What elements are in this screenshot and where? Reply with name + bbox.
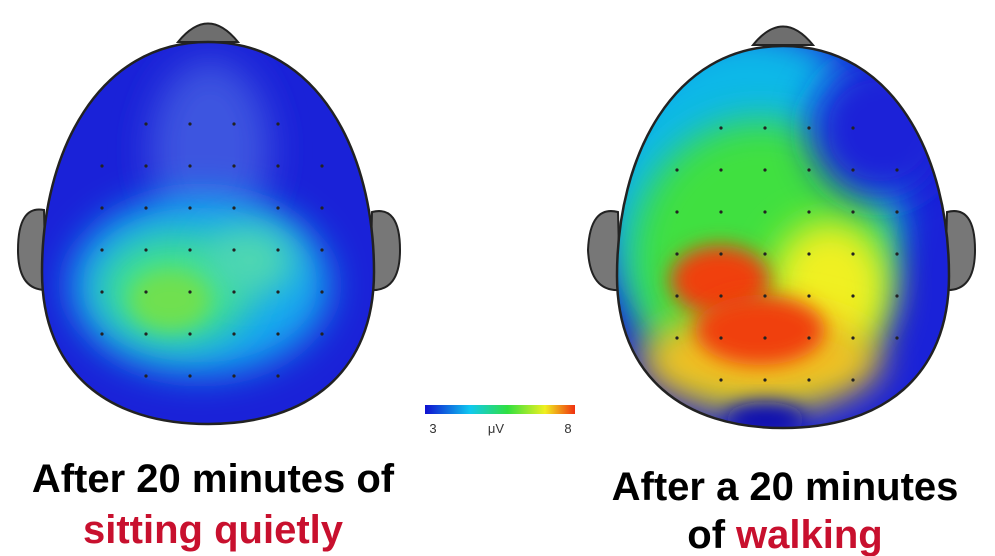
electrode [763,378,766,381]
left-caption-line1: After 20 minutes of [32,457,395,501]
electrode [320,206,323,209]
left-caption-line2: sitting quietly [83,508,344,552]
electrode [807,294,810,297]
electrode [675,210,678,213]
electrode [807,378,810,381]
electrode [144,374,147,377]
electrode [675,168,678,171]
electrode [763,336,766,339]
electrode [232,374,235,377]
electrode [851,168,854,171]
electrode [276,248,279,251]
electrode [895,294,898,297]
electrode [719,168,722,171]
electrode [851,210,854,213]
colorbar-unit: μV [488,421,504,436]
electrode [807,168,810,171]
electrode [188,248,191,251]
electrode [188,290,191,293]
electrode [100,248,103,251]
electrode [144,122,147,125]
electrode [276,122,279,125]
electrode [276,332,279,335]
caption-highlight: walking [735,513,883,556]
electrode [100,290,103,293]
electrode [276,164,279,167]
electrode [895,168,898,171]
electrode [895,210,898,213]
electrode [144,206,147,209]
electrode [719,252,722,255]
electrode [100,206,103,209]
electrode [144,332,147,335]
electrode [188,206,191,209]
electrode [320,290,323,293]
electrode [675,252,678,255]
electrode [144,290,147,293]
electrode [807,336,810,339]
electrode [100,164,103,167]
electrode [232,206,235,209]
electrode [895,336,898,339]
electrode [851,252,854,255]
electrode [719,126,722,129]
electrode [276,290,279,293]
electrode [144,164,147,167]
electrode [763,126,766,129]
electrode [188,122,191,125]
electrode [807,252,810,255]
electrode [232,332,235,335]
electrode [763,294,766,297]
electrode [719,378,722,381]
electrode [763,210,766,213]
electrode [719,210,722,213]
electrode [188,164,191,167]
electrode [719,294,722,297]
electrode [851,294,854,297]
right-caption-line1: After a 20 minutes [612,465,959,509]
caption-prefix: of [687,513,725,556]
electrode [851,126,854,129]
electrode [807,210,810,213]
right-head [588,27,975,439]
electrode [232,248,235,251]
electrode [807,126,810,129]
electrode [320,332,323,335]
electrode [763,252,766,255]
electrode [675,294,678,297]
colorbar [425,405,575,414]
electrode [232,290,235,293]
electrode [719,336,722,339]
electrode [320,164,323,167]
electrode [188,374,191,377]
electrode [276,206,279,209]
colorbar-min: 3 [429,421,436,436]
electrode [851,378,854,381]
page: 3 μV 8 After 20 minutes of sitting quiet… [0,0,995,556]
electrode [276,374,279,377]
electrode [100,332,103,335]
figure: 3 μV 8 After 20 minutes of sitting quiet… [0,0,995,556]
electrode [144,248,147,251]
electrode [320,248,323,251]
electrode [763,168,766,171]
electrode [851,336,854,339]
electrode [675,336,678,339]
electrode [232,164,235,167]
left-head [18,24,400,425]
electrode [188,332,191,335]
electrode [895,252,898,255]
electrode [232,122,235,125]
colorbar-max: 8 [564,421,571,436]
